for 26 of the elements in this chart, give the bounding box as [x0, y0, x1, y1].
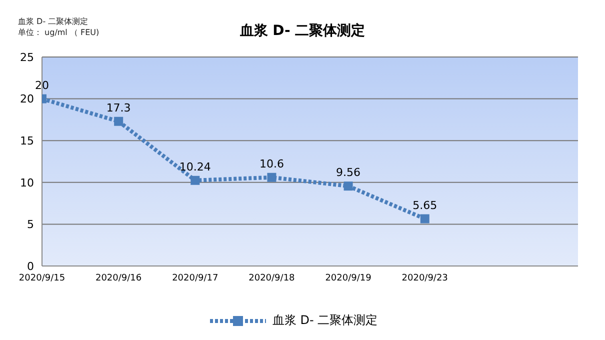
point	[267, 172, 276, 182]
x-tick-label: 2020/9/18	[248, 273, 296, 284]
y-tick-label: 10	[20, 176, 34, 190]
x-tick-label: 2020/9/16	[95, 273, 142, 284]
y-tick-label: 0	[27, 260, 34, 273]
x-tick-label: 2020/9/17	[172, 273, 218, 284]
point	[190, 176, 200, 185]
y-tick-label: 25	[20, 50, 34, 64]
point	[114, 116, 124, 126]
x-tick-label: 2020/9/19	[325, 273, 372, 284]
text: 单位： ug/ml （ FEU)	[18, 27, 100, 38]
chart-title: 血浆 D- 二聚体测定	[240, 23, 366, 39]
data-label: 5.65	[412, 198, 438, 212]
data-label: 10.6	[259, 157, 284, 170]
x-tick-label: 2020/9/15	[18, 273, 66, 284]
y-axis-title: 血浆 D- 二聚体测定	[18, 16, 90, 27]
point	[344, 182, 353, 191]
y-tick-label: 15	[20, 134, 34, 148]
y-tick-label: 5	[27, 218, 34, 232]
data-label: 17.3	[106, 101, 131, 114]
legend-label: 血浆 D- 二聚体测定	[272, 312, 378, 329]
y-tick-label: 20	[20, 92, 34, 106]
x-tick-label: 2020/9/23	[402, 273, 448, 284]
data-label: 10.24	[179, 160, 211, 174]
data-label: 9.56	[336, 166, 361, 180]
point	[420, 214, 430, 224]
